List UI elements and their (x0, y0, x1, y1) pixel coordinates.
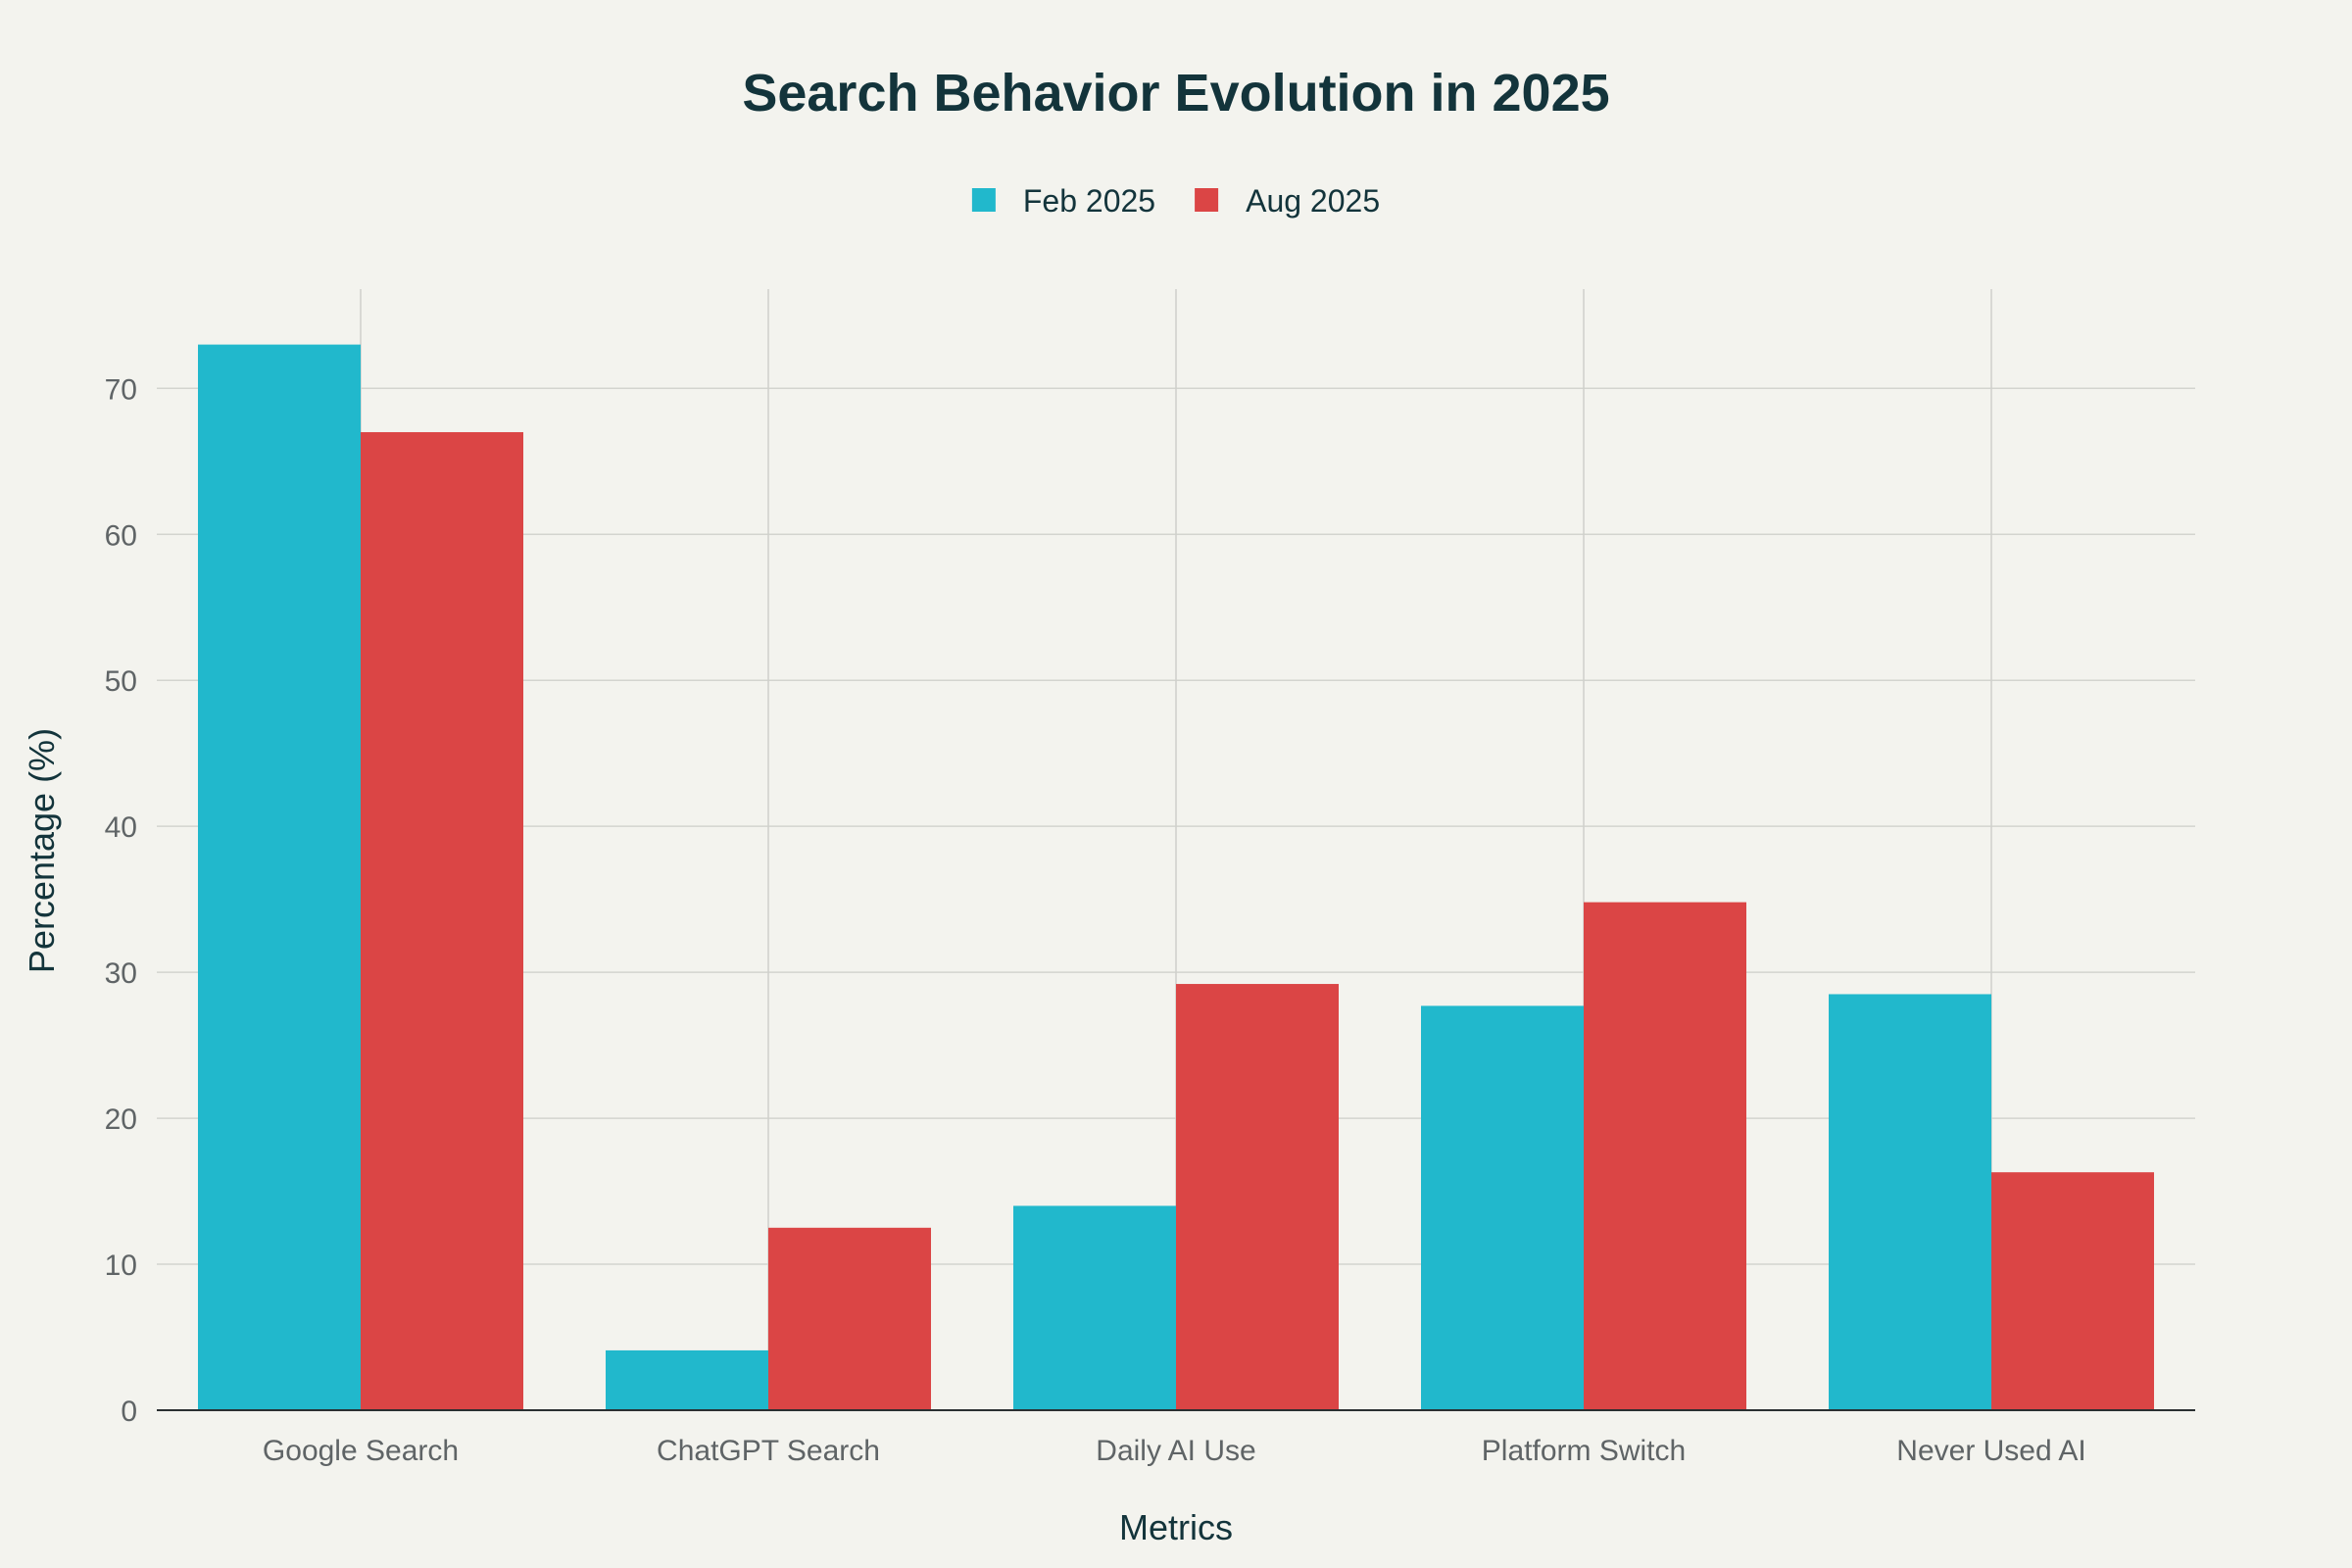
bar[interactable] (1584, 902, 1746, 1410)
y-tick-label: 40 (105, 811, 137, 844)
legend-label: Feb 2025 (1023, 183, 1155, 219)
legend[interactable]: Feb 2025 Aug 2025 (971, 183, 1380, 219)
axes: 0 10 20 30 40 50 60 70 Google Search ChatGPT Sear… (105, 373, 2195, 1467)
bar[interactable] (1991, 1172, 2154, 1410)
bar[interactable] (606, 1349, 768, 1410)
legend-item[interactable]: Aug 2025 (1195, 183, 1380, 219)
x-tick-label: Daily AI Use (1096, 1435, 1255, 1467)
y-tick-label: 0 (121, 1396, 137, 1428)
chart-title: Search Behavior Evolution in 2025 (742, 64, 1609, 122)
y-tick-label: 60 (105, 519, 137, 552)
y-tick-label: 50 (105, 665, 137, 698)
bar[interactable] (1176, 984, 1339, 1410)
x-axis-title: Metrics (1119, 1507, 1233, 1547)
bar[interactable] (768, 1227, 931, 1410)
y-tick-label: 20 (105, 1103, 137, 1136)
legend-swatch (1195, 188, 1219, 212)
x-tick-label: Never Used AI (1896, 1435, 2085, 1467)
y-axis-title: Percentage (%) (22, 728, 62, 973)
bar[interactable] (361, 431, 523, 1411)
bar[interactable] (1013, 1205, 1176, 1410)
x-tick-label: Platform Switch (1482, 1435, 1686, 1467)
y-tick-label: 30 (105, 957, 137, 990)
bar[interactable] (1421, 1005, 1584, 1410)
y-tick-label: 70 (105, 373, 137, 406)
legend-label: Aug 2025 (1246, 183, 1380, 219)
x-tick-label: ChatGPT Search (657, 1435, 880, 1467)
bars (198, 344, 2154, 1411)
y-tick-label: 10 (105, 1250, 137, 1282)
legend-item[interactable]: Feb 2025 (971, 183, 1155, 219)
bar[interactable] (198, 344, 361, 1411)
x-tick-label: Google Search (263, 1435, 459, 1467)
legend-swatch (971, 188, 996, 212)
bar[interactable] (1829, 994, 1991, 1410)
